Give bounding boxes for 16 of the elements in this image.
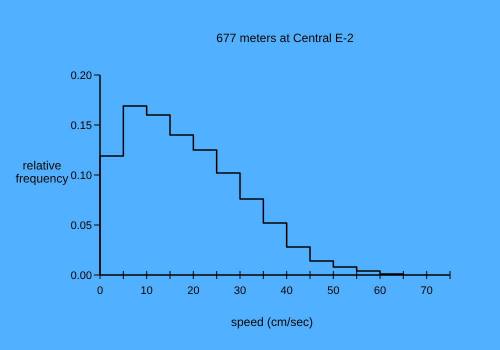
- x-tick-label: 20: [187, 285, 200, 297]
- y-axis-title: relative frequency: [16, 158, 68, 186]
- y-tick-label: 0.10: [70, 170, 92, 182]
- x-tick-label: 40: [280, 285, 293, 297]
- x-tick-label: 70: [420, 285, 433, 297]
- y-tick-label: 0.00: [70, 270, 92, 282]
- y-tick-label: 0.20: [70, 70, 92, 82]
- x-tick-label: 0: [96, 285, 104, 297]
- y-tick-label: 0.05: [70, 220, 92, 232]
- x-tick-label: 50: [327, 285, 340, 297]
- x-axis-title: speed (cm/sec): [230, 315, 314, 329]
- y-tick-label: 0.15: [70, 120, 92, 132]
- x-tick-label: 30: [234, 285, 246, 297]
- x-tick-label: 60: [374, 285, 386, 297]
- chart-title: 677 meters at Central E-2: [216, 31, 354, 45]
- x-tick-label: 10: [140, 285, 153, 297]
